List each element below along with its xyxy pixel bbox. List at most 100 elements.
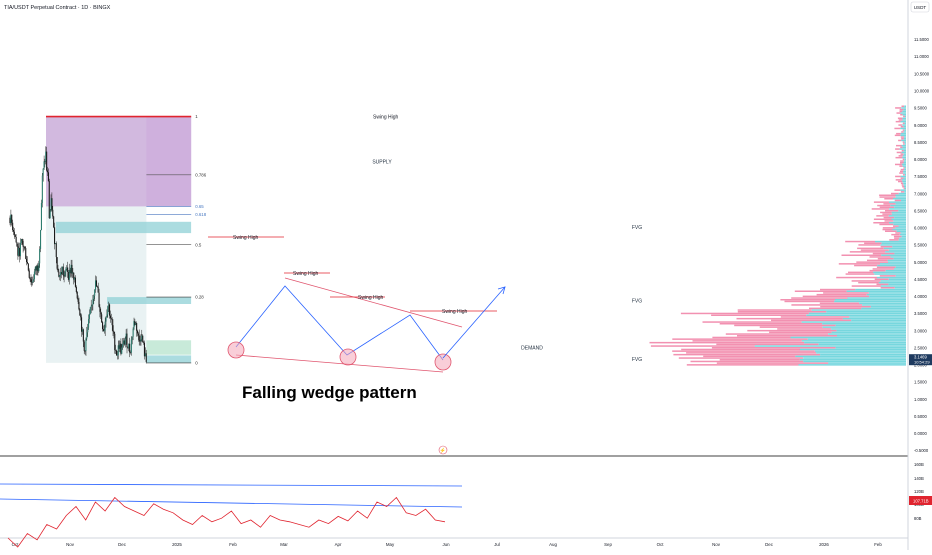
candle-body — [132, 328, 134, 337]
volume-bar-buy — [881, 254, 906, 256]
volume-bar-sell — [791, 297, 848, 299]
time-tick-label: Sep — [604, 542, 612, 547]
candle-body — [38, 263, 40, 272]
volume-bar-sell — [903, 167, 905, 169]
currency-button[interactable] — [910, 1, 930, 13]
volume-bar-sell — [895, 179, 902, 181]
volume-bar-sell — [895, 107, 902, 109]
volume-bar-buy — [903, 126, 906, 128]
volume-bar-sell — [702, 321, 802, 323]
volume-bar-sell — [737, 311, 827, 313]
volume-bar-buy — [895, 275, 906, 277]
volume-bar-buy — [903, 108, 906, 111]
volume-bar-sell — [891, 233, 900, 236]
volume-bar-buy — [901, 144, 906, 147]
candle-body — [136, 323, 138, 331]
volume-bar-sell — [882, 227, 896, 229]
volume-bar-sell — [900, 182, 903, 185]
candle-body — [123, 340, 125, 345]
time-axis[interactable]: Oct Nov Dec 2025 Feb Mar Apr May Jun Jul Aug Sep Oct… — [12, 542, 883, 547]
volume-bar-sell — [902, 122, 905, 125]
volume-bar-sell — [876, 266, 896, 268]
volume-bar-sell — [902, 158, 905, 161]
candle-body — [143, 342, 145, 357]
volume-bar-sell — [873, 218, 892, 220]
price-tick-label: 0.0000 — [914, 431, 927, 436]
price-tick-label: 5.0000 — [914, 260, 927, 265]
volume-bar-buy — [903, 150, 906, 152]
alert-icon[interactable] — [438, 445, 448, 455]
currency-button-label[interactable]: USDT — [914, 5, 927, 10]
volume-bar-sell — [686, 364, 799, 366]
volume-bar-buy — [888, 278, 906, 280]
candle-body — [12, 230, 14, 232]
price-tick-label: 7.5000 — [914, 174, 927, 179]
candle-body — [71, 264, 73, 274]
price-tick-label: 8.5000 — [914, 140, 927, 145]
fib-label: 1 — [195, 114, 198, 119]
candle-body — [114, 333, 116, 351]
price-tick-label: 9.0000 — [914, 123, 927, 128]
volume-bar-buy — [818, 343, 906, 346]
volume-bar-sell — [894, 134, 901, 137]
candle-body — [87, 327, 89, 333]
candle-body — [116, 355, 118, 356]
volume-bar-sell — [900, 160, 904, 162]
volume-bar-sell — [736, 317, 843, 320]
volume-bar-sell — [877, 204, 891, 207]
candle-body — [78, 301, 80, 310]
volume-bar-buy — [904, 167, 906, 169]
volume-bar-buy — [799, 348, 906, 351]
volume-bar-buy — [883, 247, 906, 250]
candle-body — [136, 330, 138, 334]
volume-bar-sell — [759, 326, 823, 328]
volume-bar-sell — [900, 177, 904, 179]
indicator-pane: 160B140B120B100B80B107.71B — [0, 462, 932, 548]
candle-body — [33, 279, 35, 282]
candle-body — [57, 268, 59, 272]
volume-bar-sell — [872, 252, 895, 255]
volume-bar-buy — [828, 362, 906, 364]
candle-body — [39, 249, 41, 264]
candle-body — [122, 343, 124, 348]
volume-bar-sell — [895, 156, 903, 159]
volume-bar-buy — [822, 326, 906, 328]
candle-body — [111, 318, 113, 326]
volume-bar-sell — [672, 338, 808, 340]
indicator-tick-label: 140B — [914, 476, 924, 481]
price-tick-label: 3.0000 — [914, 328, 927, 333]
volume-bar-buy — [904, 191, 906, 193]
swing-high-label: Swing High — [233, 235, 259, 241]
candle-body — [112, 325, 114, 332]
fvg-zone-lower-label: FVG — [632, 357, 642, 363]
volume-bar-sell — [777, 328, 832, 330]
volume-bar-buy — [881, 242, 906, 244]
candle-body — [30, 279, 32, 283]
volume-bar-sell — [901, 138, 904, 140]
candle-body — [116, 350, 118, 356]
candle-body — [9, 217, 11, 224]
volume-bar-sell — [901, 105, 905, 107]
volume-bar-sell — [851, 285, 881, 287]
price-tick-label: 0.5000 — [914, 414, 927, 419]
volume-bar-buy — [898, 239, 906, 241]
volume-bar-buy — [902, 180, 906, 183]
volume-bar-sell — [680, 312, 809, 315]
volume-bar-sell — [889, 239, 899, 241]
candle-body — [115, 350, 117, 351]
volume-bar-sell — [876, 283, 889, 286]
volume-bar-buy — [901, 179, 906, 181]
volume-bar-buy — [903, 177, 906, 179]
swing-high-label: Swing High — [358, 295, 384, 301]
volume-bar-buy — [889, 222, 906, 224]
time-tick-label: Oct — [657, 542, 665, 547]
volume-bar-sell — [820, 288, 856, 291]
candle-body — [95, 280, 97, 287]
volume-bar-buy — [903, 138, 906, 140]
volume-bar-sell — [879, 196, 896, 198]
price-axis[interactable]: 11.5000 11.0000 10.5000 10.0000 9.5000 9.0000… — [909, 37, 932, 453]
candle-body — [46, 151, 48, 171]
volume-bar-sell — [880, 245, 893, 248]
volume-bar-sell — [841, 254, 882, 256]
candle-body — [79, 309, 81, 316]
